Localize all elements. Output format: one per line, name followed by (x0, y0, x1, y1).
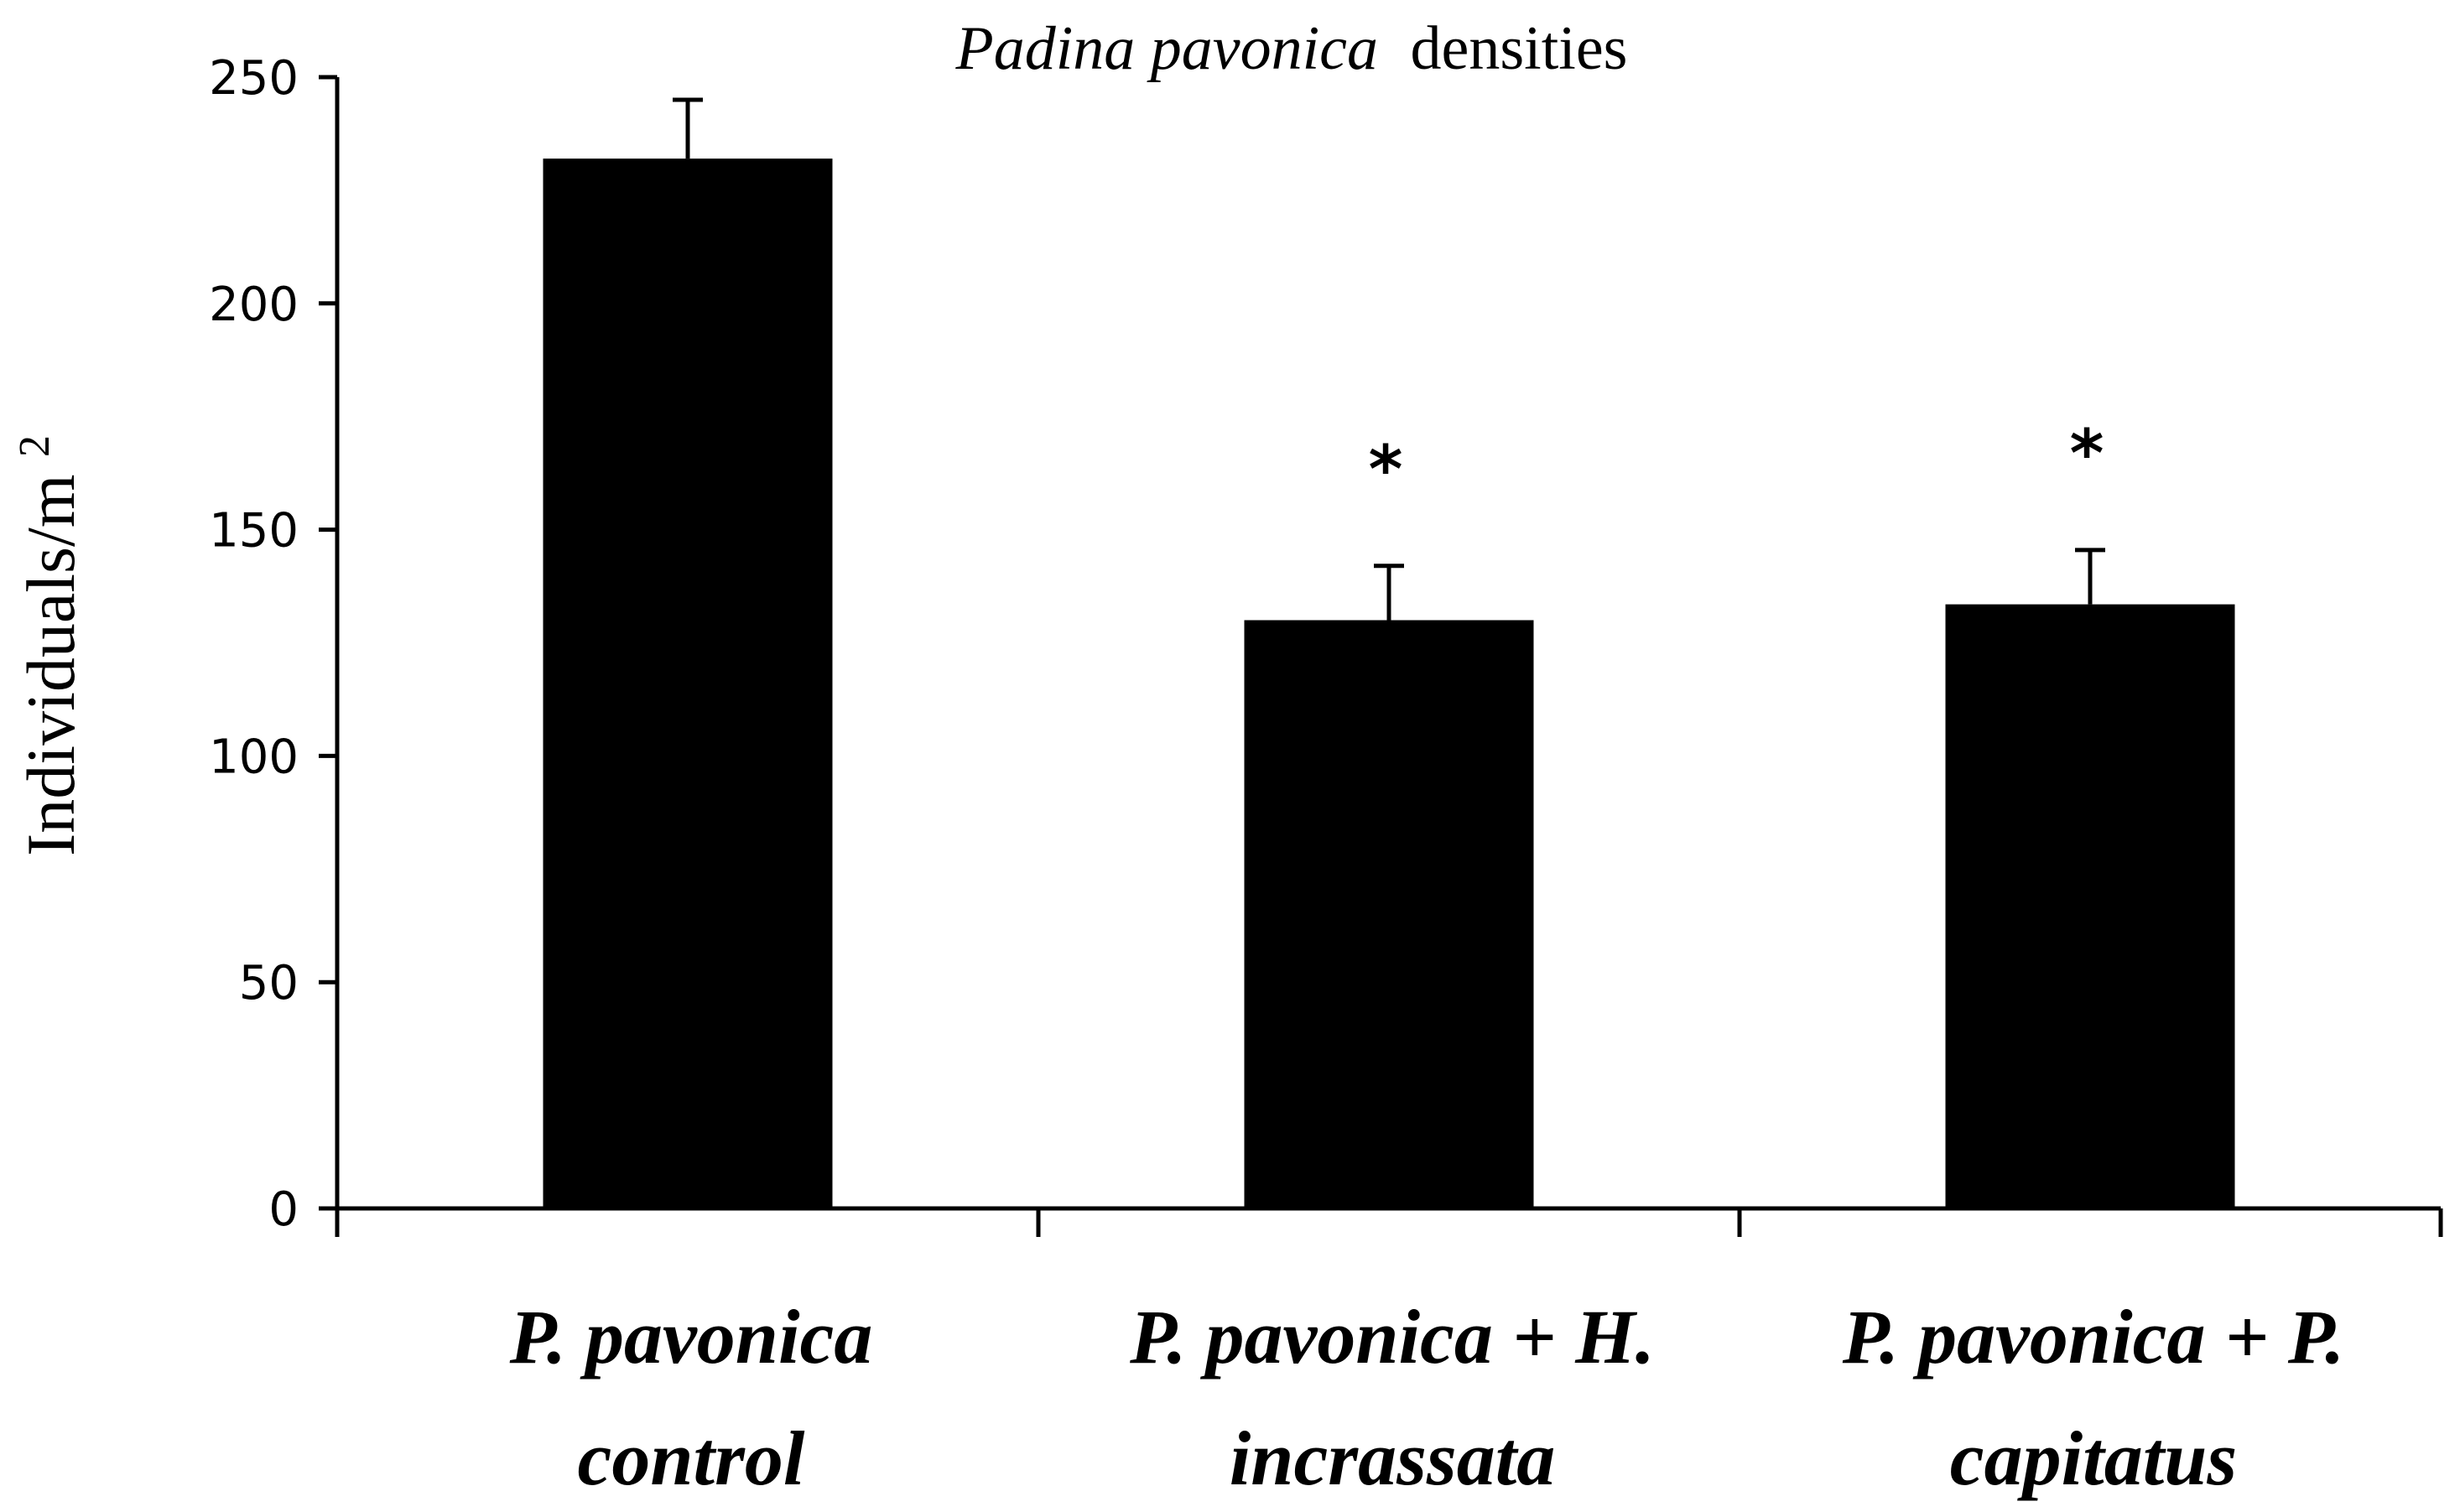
category-label-line2: incrassata (1230, 1416, 1556, 1501)
category-label-line1: P. pavonica (509, 1294, 873, 1380)
bar (543, 158, 833, 1208)
y-axis-label: Individuals/m 2 (11, 435, 89, 856)
y-axis: 0 50 100 150 200 250 (209, 51, 340, 1237)
significance-markers: * * (1369, 417, 2104, 508)
category-label-line1: P. pavonica + H. (1129, 1294, 1655, 1380)
chart-title: Padina pavonica densities (955, 14, 1628, 83)
category-label-line2: capitatus (1950, 1416, 2237, 1501)
y-tick-label: 150 (209, 504, 299, 559)
y-axis-label-superscript: 2 (11, 435, 59, 457)
bar (1244, 620, 1534, 1208)
y-tick-label: 50 (239, 956, 299, 1011)
category-label-line2: control (578, 1416, 805, 1501)
error-bars (673, 97, 2105, 621)
significance-asterisk: * (2070, 417, 2104, 492)
bar (1945, 604, 2235, 1208)
y-tick-label: 250 (209, 51, 299, 106)
y-axis-label-text: Individuals/m (13, 474, 89, 856)
chart-title-rest: densities (1411, 14, 1628, 83)
significance-asterisk: * (1369, 433, 1403, 508)
y-tick-label: 100 (209, 730, 299, 784)
category-label-line1: P. pavonica + P. (1842, 1294, 2345, 1380)
y-tick-label: 200 (209, 278, 299, 332)
x-axis (335, 1206, 2443, 1237)
category-labels: P. pavonica control P. pavonica + H. incras… (509, 1294, 2345, 1501)
y-tick-label: 0 (268, 1182, 299, 1237)
bars (543, 158, 2235, 1208)
chart-title-italic: Padina pavonica (955, 14, 1379, 83)
